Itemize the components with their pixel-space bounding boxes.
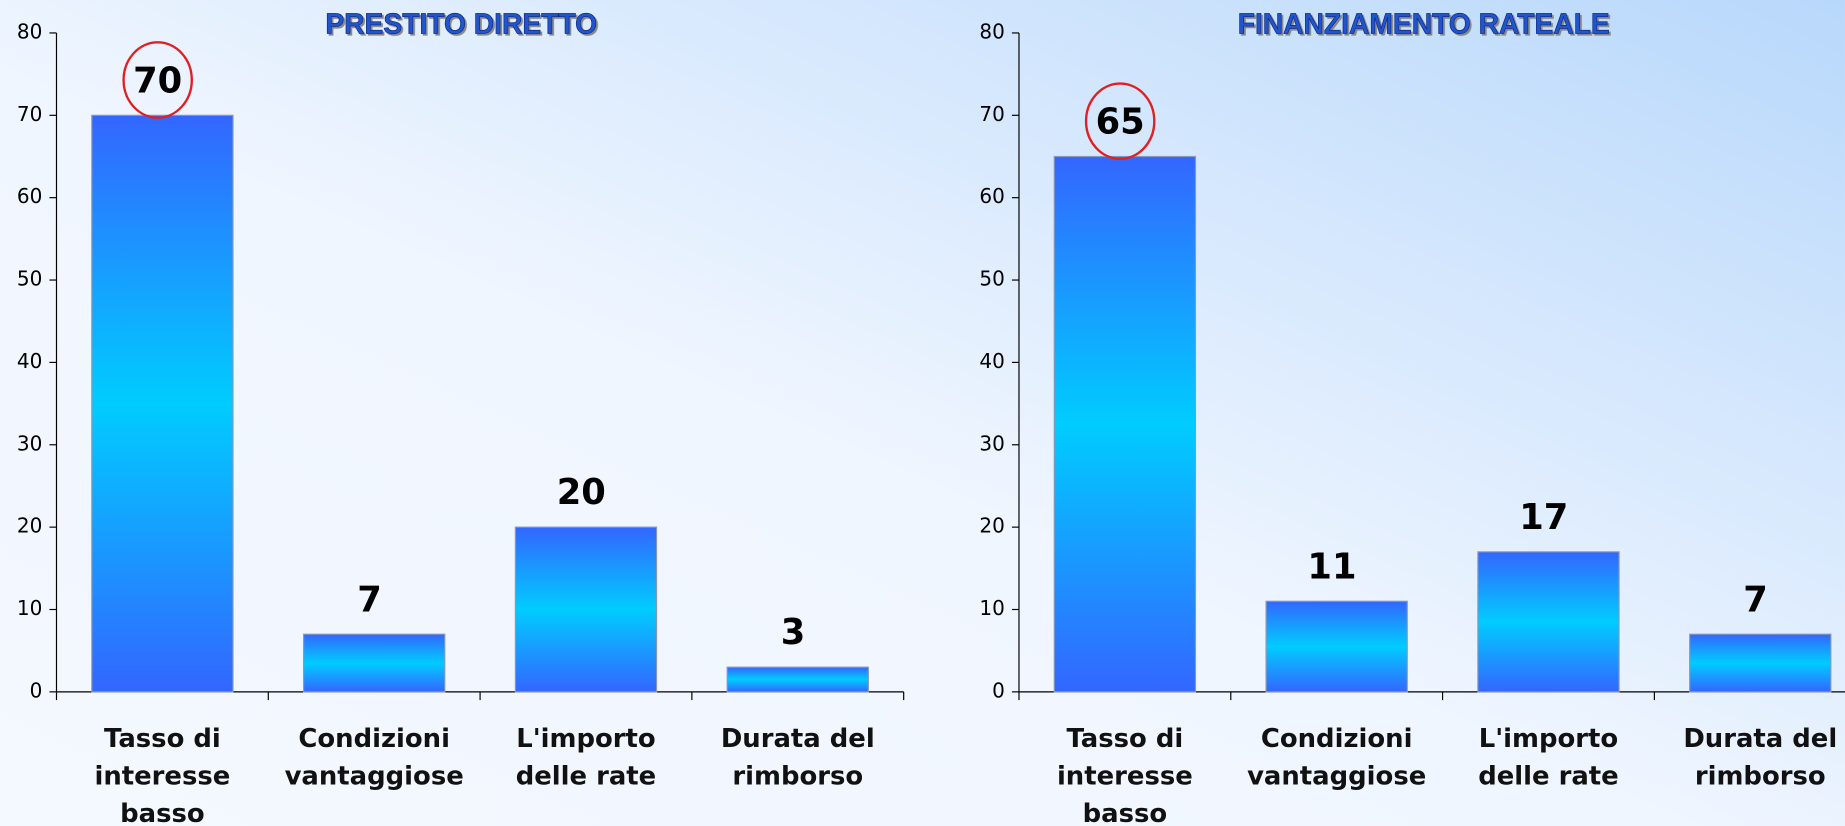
x-tick-label: Condizioni vantaggiose <box>1247 723 1426 791</box>
y-tick-label: 80 <box>979 19 1004 43</box>
value-label: 3 <box>781 612 806 653</box>
y-tick-label: 60 <box>17 184 42 208</box>
y-tick-label: 70 <box>979 102 1004 126</box>
bar <box>303 633 446 693</box>
value-label: 11 <box>1307 546 1356 587</box>
x-tick-label: L'importo delle rate <box>516 723 657 791</box>
value-label: 17 <box>1519 497 1568 538</box>
y-tick-label: 40 <box>979 349 1004 373</box>
chart-title: FINANZIAMENTO RATEALE <box>1238 7 1610 39</box>
y-tick-label: 10 <box>17 596 42 620</box>
x-tick-label: Tasso di interesse basso <box>1057 723 1193 826</box>
x-tick-label: Durata del rimborso <box>1683 723 1837 791</box>
y-tick-label: 50 <box>17 267 42 291</box>
y-tick-label: 50 <box>979 267 1004 291</box>
x-tick-label: L'importo delle rate <box>1478 723 1619 791</box>
y-tick-label: 0 <box>992 678 1005 702</box>
y-tick-label: 30 <box>17 431 42 455</box>
highlight-circle <box>122 41 193 119</box>
x-tick-label: Tasso di interesse basso <box>94 723 230 826</box>
y-tick-label: 20 <box>979 514 1004 538</box>
x-tick-label: Durata del rimborso <box>721 723 875 791</box>
bar <box>1053 155 1197 693</box>
bar <box>1477 551 1620 693</box>
y-tick-label: 30 <box>979 431 1004 455</box>
chart-title: PRESTITO DIRETTO <box>325 7 597 39</box>
y-tick-label: 0 <box>30 678 43 702</box>
value-label: 70 <box>133 60 182 101</box>
bar <box>514 526 658 693</box>
y-tick-label: 10 <box>979 596 1004 620</box>
bar <box>1265 600 1408 693</box>
value-label: 20 <box>557 472 606 513</box>
y-tick-label: 70 <box>17 102 42 126</box>
y-tick-label: 40 <box>17 349 42 373</box>
bar <box>726 666 869 693</box>
value-label: 65 <box>1096 102 1145 143</box>
x-tick-label: Condizioni vantaggiose <box>285 723 464 791</box>
y-tick-label: 80 <box>17 19 42 43</box>
y-tick-label: 20 <box>17 514 42 538</box>
value-label: 7 <box>1743 579 1768 620</box>
bar <box>91 114 234 693</box>
bar <box>1689 633 1832 693</box>
value-label: 7 <box>357 579 382 620</box>
highlight-circle <box>1084 82 1156 161</box>
y-tick-label: 60 <box>979 184 1004 208</box>
